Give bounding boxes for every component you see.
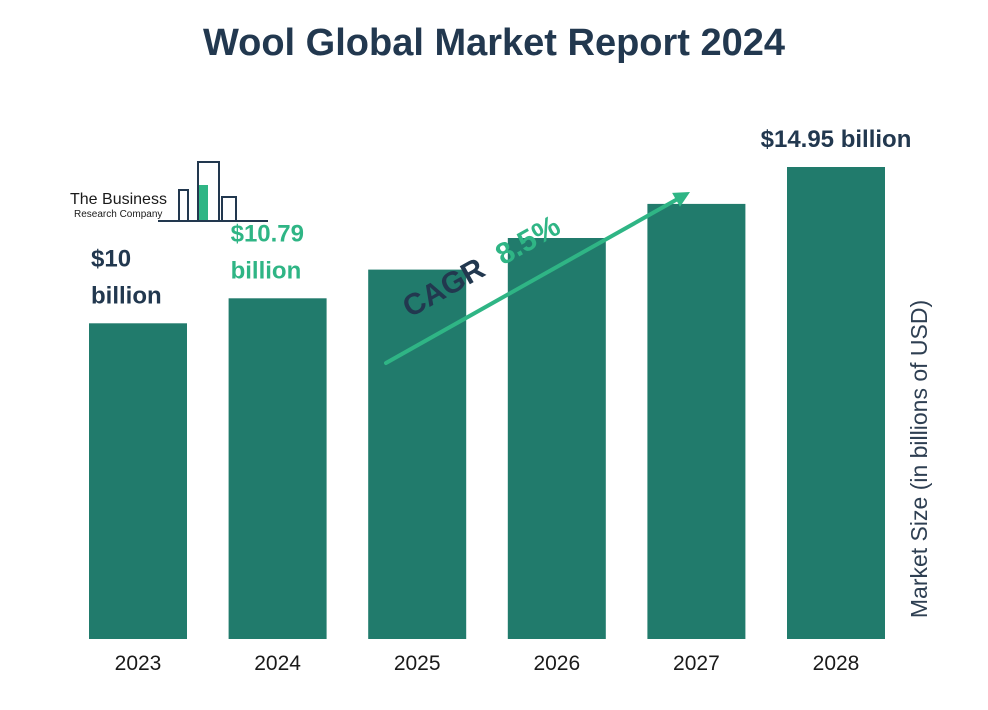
company-logo: The Business Research Company <box>70 161 268 222</box>
cagr-arrow <box>384 196 680 365</box>
x-tick-2025: 2025 <box>394 652 441 675</box>
data-label-2023-line1: $10 <box>91 245 131 272</box>
cagr-arrowhead <box>672 192 690 207</box>
bar-series <box>89 167 885 639</box>
bar-2027 <box>647 203 746 639</box>
logo-text-line2: Research Company <box>74 209 162 220</box>
x-axis-tick-labels: 2023 2024 2025 2026 2027 2028 <box>115 652 860 675</box>
bar-2028 <box>787 167 885 639</box>
bar-2024 <box>228 298 327 639</box>
data-labels: $10 billion $10.79 billion $14.95 billion <box>91 126 911 309</box>
data-label-2028-line1: $14.95 billion <box>761 126 912 153</box>
x-tick-2024: 2024 <box>254 652 301 675</box>
data-label-2024-line2: billion <box>231 257 302 284</box>
x-tick-2026: 2026 <box>533 652 580 675</box>
chart-title: Wool Global Market Report 2024 <box>203 22 785 64</box>
logo-text-line1: The Business <box>70 191 167 208</box>
data-label-2023-line2: billion <box>91 282 162 309</box>
building-bars-icon <box>158 161 268 222</box>
bar-2026 <box>507 238 606 639</box>
bar-2023 <box>89 323 187 639</box>
x-tick-2028: 2028 <box>813 652 860 675</box>
bar-2025 <box>368 269 467 639</box>
data-label-2024-line1: $10.79 <box>231 220 304 247</box>
x-tick-2027: 2027 <box>673 652 720 675</box>
x-tick-2023: 2023 <box>115 652 162 675</box>
y-axis-label: Market Size (in billions of USD) <box>906 300 932 618</box>
